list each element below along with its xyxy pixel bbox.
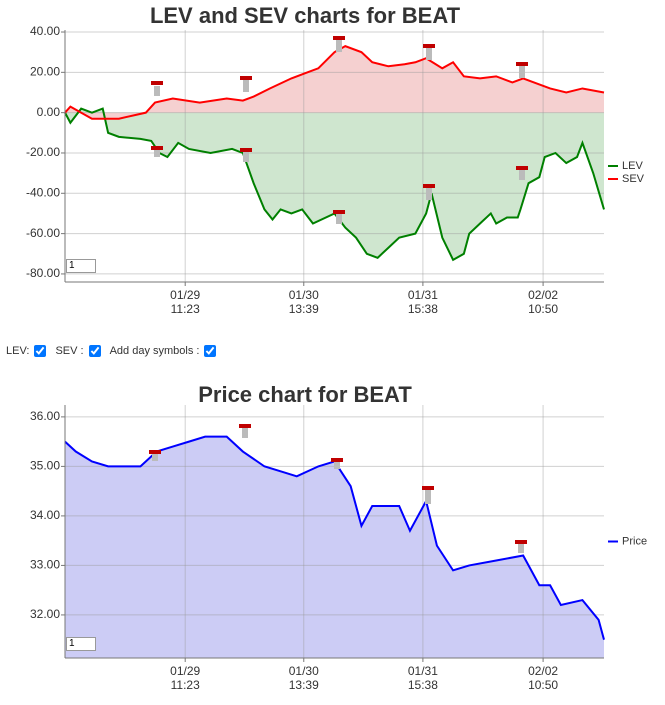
day-checkbox[interactable]: [204, 345, 217, 357]
area: [65, 46, 604, 119]
y-tick-label: -60.00: [26, 226, 60, 240]
y-tick-label: 0.00: [37, 105, 61, 119]
x-tick-label: 01/30 13:39: [289, 288, 319, 316]
x-tick-label: 01/31 15:38: [408, 288, 438, 316]
y-tick-label: 20.00: [30, 65, 60, 79]
day-symbols: [149, 36, 528, 553]
x-tick-label: 02/02 10:50: [528, 288, 558, 316]
legend-label: SEV: [622, 173, 645, 185]
x-tick-label: 01/29 11:23: [170, 664, 200, 692]
zoom-input[interactable]: 1: [66, 259, 96, 273]
y-tick-label: 32.00: [30, 607, 60, 621]
x-tick-label: 01/30 13:39: [289, 664, 319, 692]
y-tick-label: -40.00: [26, 185, 60, 199]
y-tick-label: -20.00: [26, 145, 60, 159]
legend-label: Price: [622, 535, 647, 547]
area: [65, 108, 604, 260]
chart-title: LEV and SEV charts for BEAT: [150, 3, 461, 28]
line: [64, 45, 605, 120]
day-label: Add day symbols :: [109, 345, 200, 357]
x-tick-label: 02/02 10:50: [528, 664, 558, 692]
y-tick-label: 33.00: [30, 558, 60, 572]
y-tick-label: 36.00: [30, 409, 60, 423]
sev-label: SEV :: [55, 345, 84, 357]
x-tick-label: 01/29 11:23: [170, 288, 200, 316]
y-tick-label: -80.00: [26, 266, 60, 280]
line: [64, 435, 605, 640]
area: [65, 436, 604, 658]
chart-title: Price chart for BEAT: [198, 382, 412, 407]
controls: LEV: SEV : Add day symbols :: [6, 345, 222, 357]
y-tick-label: 40.00: [30, 24, 60, 38]
lev-label: LEV:: [6, 345, 30, 357]
x-tick-label: 01/31 15:38: [408, 664, 438, 692]
legend-label: LEV: [622, 160, 643, 172]
sev-checkbox[interactable]: [88, 345, 101, 357]
y-tick-label: 34.00: [30, 508, 60, 522]
lev-checkbox[interactable]: [34, 345, 47, 357]
y-tick-label: 35.00: [30, 459, 60, 473]
zoom-input[interactable]: 1: [66, 637, 96, 651]
